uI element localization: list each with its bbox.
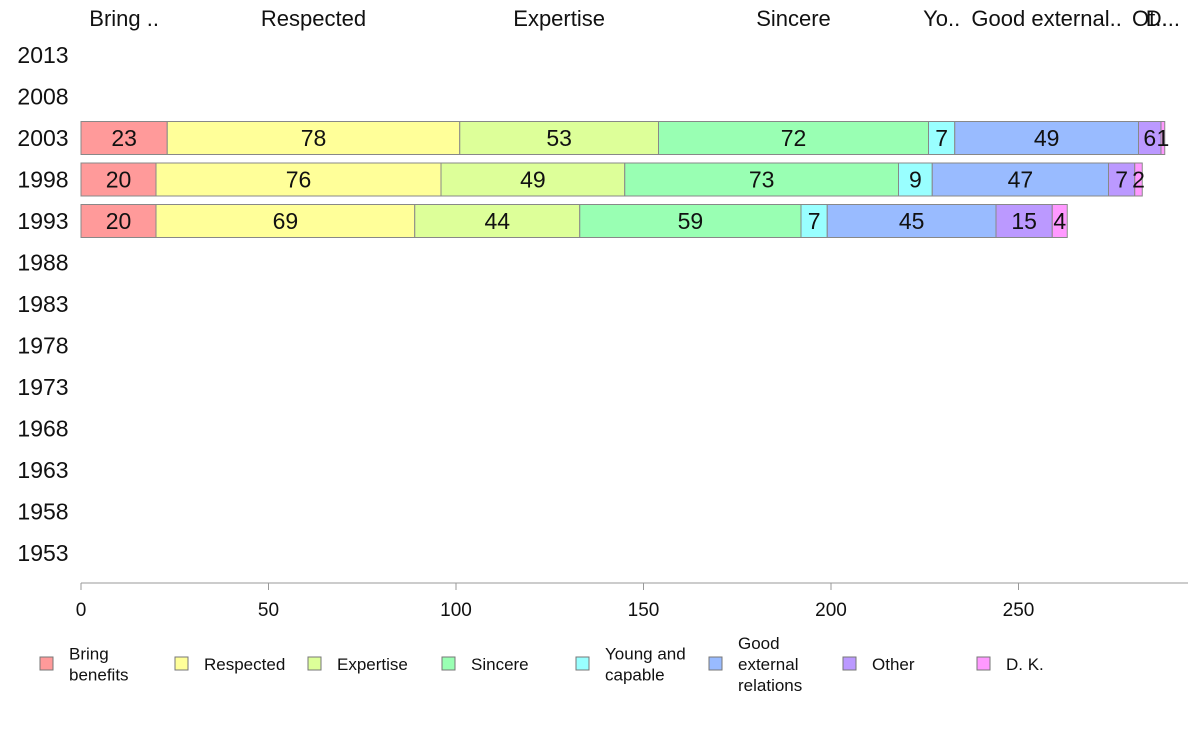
legend-label: Young and capable (605, 645, 686, 685)
legend-label: Other (872, 655, 915, 674)
legend: Bring benefits Respected Expertise Sincere Yo… (39, 634, 1044, 695)
bar-segment (459, 121, 659, 155)
x-tick-label: 200 (815, 600, 847, 621)
top-label: Bring .. (89, 6, 159, 31)
data-label: 47 (1008, 167, 1034, 193)
data-label: 4 (1053, 208, 1066, 234)
data-label: 9 (909, 167, 922, 193)
bar-segment (928, 121, 956, 155)
legend-swatch (842, 656, 857, 671)
x-tick-label: 0 (76, 600, 87, 621)
y-tick-label: 1953 (17, 540, 68, 566)
y-tick-label: 1988 (17, 250, 68, 276)
legend-label: Respected (204, 655, 285, 674)
bar-segment (155, 204, 416, 238)
bar-segment (579, 204, 802, 238)
data-label: 45 (899, 208, 925, 234)
bar-segment (1051, 204, 1068, 238)
legend-swatch (575, 656, 590, 671)
data-label: 20 (106, 167, 132, 193)
x-tick-label: 250 (1003, 600, 1035, 621)
bar-segment (80, 162, 157, 197)
x-axis: 0 50 100 150 200 250 (76, 582, 1188, 621)
top-label: Sincere (756, 6, 831, 31)
y-tick-label: 1983 (17, 291, 68, 317)
data-label: 73 (749, 167, 775, 193)
y-tick-label: 1978 (17, 333, 68, 359)
y-tick-label: 1973 (17, 374, 68, 400)
data-label: 76 (286, 167, 312, 193)
legend-label: Sincere (471, 655, 529, 674)
legend-swatch (174, 656, 189, 671)
legend-swatch (39, 656, 54, 671)
y-tick-label: 1998 (17, 167, 68, 193)
top-label: D... (1146, 6, 1180, 31)
x-tick-label: 150 (628, 600, 660, 621)
bar-segment (80, 204, 157, 238)
data-label: 1 (1156, 125, 1169, 151)
data-label: 44 (484, 208, 510, 234)
y-tick-label: 1958 (17, 499, 68, 525)
bar-segment (1134, 162, 1143, 197)
data-label: 20 (106, 208, 132, 234)
y-tick-label: 1993 (17, 208, 68, 234)
bars: 23 78 53 72 7 49 6 120 76 49 73 9 47 7 220 69 44 59 7 45 15 4 (80, 121, 1169, 238)
data-label: 7 (808, 208, 821, 234)
legend-label: Bring benefits (69, 645, 129, 685)
bar-segment (1160, 121, 1166, 155)
legend-label: D. K. (1006, 655, 1044, 674)
legend-swatch (307, 656, 322, 671)
legend-label: Expertise (337, 655, 408, 674)
bar-segment (166, 121, 461, 155)
bar-segment (826, 204, 997, 238)
data-label: 7 (935, 125, 948, 151)
bar-segment (954, 121, 1139, 155)
bar-segment (624, 162, 899, 197)
legend-swatch (441, 656, 456, 671)
top-label: Expertise (513, 6, 605, 31)
legend-label: Good external relations (738, 634, 802, 695)
y-tick-label: 2008 (17, 84, 68, 110)
top-label: Yo.. (923, 6, 960, 31)
y-tick-label: 2003 (17, 125, 68, 151)
bar-segment (155, 162, 442, 197)
data-label: 49 (520, 167, 546, 193)
data-label: 59 (678, 208, 704, 234)
data-label: 7 (1115, 167, 1128, 193)
top-label: Respected (261, 6, 366, 31)
x-tick-label: 100 (440, 600, 472, 621)
y-tick-label: 2013 (17, 42, 68, 68)
data-label: 78 (301, 125, 327, 151)
bar-segment (898, 162, 933, 197)
data-label: 2 (1132, 167, 1145, 193)
bar-segment (414, 204, 581, 238)
data-label: 53 (546, 125, 572, 151)
y-tick-label: 1963 (17, 457, 68, 483)
data-label: 6 (1143, 125, 1156, 151)
top-label: Good external.. (971, 6, 1121, 31)
data-label: 69 (273, 208, 299, 234)
y-axis-labels: 2013 2008 2003 1998 1993 1988 1983 1978 1973 1968… (17, 42, 68, 566)
bar-segment (995, 204, 1053, 238)
legend-swatch (708, 656, 723, 671)
bar-segment (658, 121, 929, 155)
data-label: 15 (1011, 208, 1037, 234)
bar-segment (80, 121, 168, 155)
data-label: 49 (1034, 125, 1060, 151)
legend-swatch (976, 656, 991, 671)
data-label: 23 (111, 125, 137, 151)
y-tick-label: 1968 (17, 416, 68, 442)
bar-segment (931, 162, 1109, 197)
bar-segment (800, 204, 828, 238)
x-tick-label: 50 (258, 600, 279, 621)
top-label: Ot.. (1132, 6, 1167, 31)
top-series-labels: Bring .. Respected Expertise Sincere Yo.. Goo… (89, 6, 1180, 31)
data-label: 72 (781, 125, 807, 151)
